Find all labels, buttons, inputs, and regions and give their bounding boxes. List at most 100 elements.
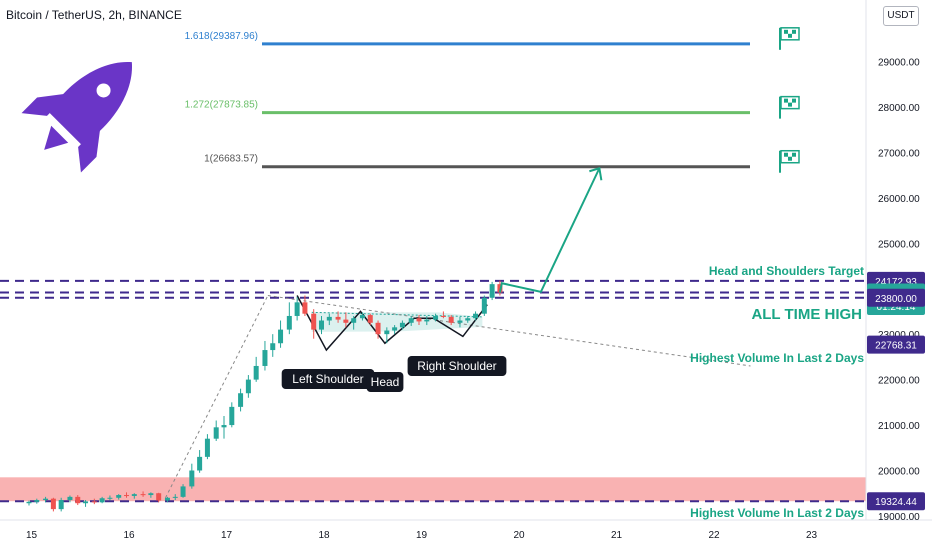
price-badge: 22768.31 (875, 341, 917, 352)
time-tick-label: 21 (611, 530, 623, 541)
price-badge-bg (867, 492, 925, 511)
candle-body (343, 319, 349, 323)
candle-body (270, 343, 276, 351)
flag-icon-check (788, 102, 792, 107)
price-badge-bg (867, 335, 925, 354)
candle-body (221, 425, 227, 428)
chart-title: Bitcoin / TetherUS, 2h, BINANCE (6, 8, 182, 22)
fib-1-label: 1(26683.57) (204, 154, 258, 165)
candle-body (408, 318, 414, 323)
candle-body (392, 327, 398, 331)
candle-body (204, 438, 210, 457)
candle-body (473, 313, 479, 319)
candle-body (50, 498, 56, 510)
left-shoulder-label: Left Shoulder (292, 372, 363, 386)
candle-body (43, 498, 49, 501)
candle-body (416, 318, 422, 322)
candle-body (489, 284, 495, 298)
candle-body (172, 496, 178, 498)
candle-body (124, 495, 129, 497)
time-tick-label: 22 (709, 530, 721, 541)
price-tick-label: 19000.00 (878, 512, 920, 523)
candle-body (457, 320, 463, 323)
projection-arrow (498, 167, 601, 294)
candle-body (448, 316, 454, 323)
candle-body (58, 500, 64, 510)
flag-icon-check (784, 29, 788, 34)
candle-body (253, 365, 259, 380)
time-tick-label: 15 (26, 530, 38, 541)
price-badge: 19324.44 (875, 497, 917, 508)
candle-body (83, 501, 89, 504)
price-badge: 23800.00 (875, 294, 917, 305)
fib-1618-label: 1.618(29387.96) (185, 31, 258, 42)
time-tick-label: 17 (221, 530, 233, 541)
price-tick-label: 26000.00 (878, 194, 920, 205)
candle-body (465, 318, 471, 321)
price-tick-label: 28000.00 (878, 103, 920, 114)
candle-body (245, 379, 251, 394)
candle-body (375, 322, 381, 335)
head-label: Head (371, 375, 400, 389)
candle-body (384, 330, 390, 335)
candle-body (75, 496, 81, 504)
price-tick-label: 27000.00 (878, 148, 920, 159)
candle-body (335, 316, 341, 320)
time-tick-label: 20 (514, 530, 526, 541)
candle-body (351, 318, 357, 323)
candle-body (238, 393, 244, 407)
flag-icon-cloth (780, 27, 800, 41)
candle-body (319, 320, 324, 330)
right-shoulder-label-bg (407, 356, 507, 376)
price-badge-bg (867, 288, 925, 307)
price-tick-label: 20000.00 (878, 467, 920, 478)
flag-icon-check (792, 152, 796, 157)
candle-body (189, 470, 195, 487)
support-zone (0, 477, 866, 502)
price-tick-label: 29000.00 (878, 57, 920, 68)
candle-body (229, 406, 235, 426)
candle-body (131, 494, 137, 496)
candle-body (107, 497, 113, 499)
right-shoulder-label: Right Shoulder (417, 359, 496, 373)
price-tick-label: 22000.00 (878, 376, 920, 387)
head-label-bg (366, 372, 404, 392)
flag-icon-check (784, 98, 788, 103)
flag-icon-check (788, 156, 792, 161)
volume-label-upper: Highest Volume In Last 2 Days (690, 351, 864, 365)
candle-body (326, 316, 332, 321)
flag-icon-cloth (780, 149, 800, 164)
candle-body (286, 315, 292, 330)
candle-body (180, 486, 186, 497)
candle-body (399, 322, 405, 328)
candle-body (148, 493, 154, 496)
candle-body (26, 501, 32, 504)
candle-body (156, 493, 162, 501)
flag-icon-check (792, 98, 796, 103)
time-tick-label: 18 (319, 530, 331, 541)
candle-body (278, 329, 284, 344)
candle-body (34, 500, 40, 502)
target-label: Head and Shoulders Target (709, 264, 864, 278)
candle-body (67, 496, 73, 501)
time-tick-label: 19 (416, 530, 428, 541)
neckline (311, 311, 483, 318)
candle-body (359, 315, 365, 319)
price-tick-label: 23000.00 (878, 330, 920, 341)
candle-body (311, 313, 317, 330)
candle-body (91, 501, 97, 503)
candle-body (367, 315, 373, 323)
candle-body (164, 497, 170, 501)
candle-body (294, 302, 300, 316)
candle-body (440, 315, 446, 317)
candle-body (197, 456, 203, 471)
fib-1272-label: 1.272(27873.85) (185, 100, 258, 111)
time-tick-label: 23 (806, 530, 818, 541)
currency-button[interactable]: USDT (883, 6, 919, 26)
candle-body (302, 302, 308, 314)
flag-icon-check (792, 29, 796, 34)
candle-body (424, 319, 430, 322)
candle-body (116, 495, 122, 498)
left-shoulder-label-bg (281, 369, 375, 389)
